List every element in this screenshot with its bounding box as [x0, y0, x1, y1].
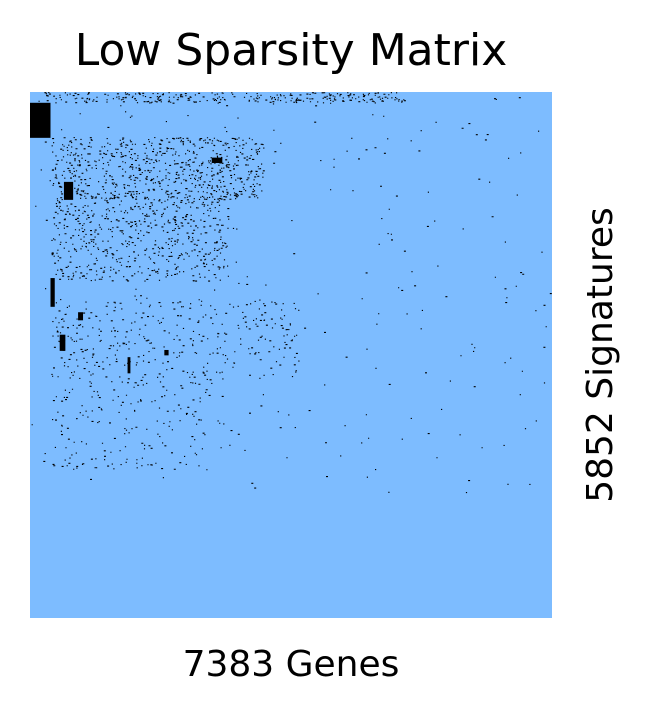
- dense-block-0: [30, 102, 51, 138]
- dense-block-7: [164, 349, 169, 356]
- sparsity-matrix-heatmap: [30, 92, 552, 618]
- x-axis-label: 7383 Genes: [182, 644, 400, 685]
- dense-block-2: [63, 181, 74, 200]
- dense-blocks: [30, 102, 223, 374]
- dense-block-6: [127, 357, 131, 374]
- y-axis-label-container: 5852 Signatures: [575, 92, 627, 618]
- dense-block-3: [50, 278, 55, 307]
- matrix-background: [30, 92, 552, 618]
- dense-block-4: [78, 312, 84, 321]
- dense-block-5: [59, 334, 66, 351]
- dense-block-1: [211, 157, 223, 164]
- chart-title: Low Sparsity Matrix: [74, 25, 508, 76]
- y-axis-label: 5852 Signatures: [580, 207, 621, 503]
